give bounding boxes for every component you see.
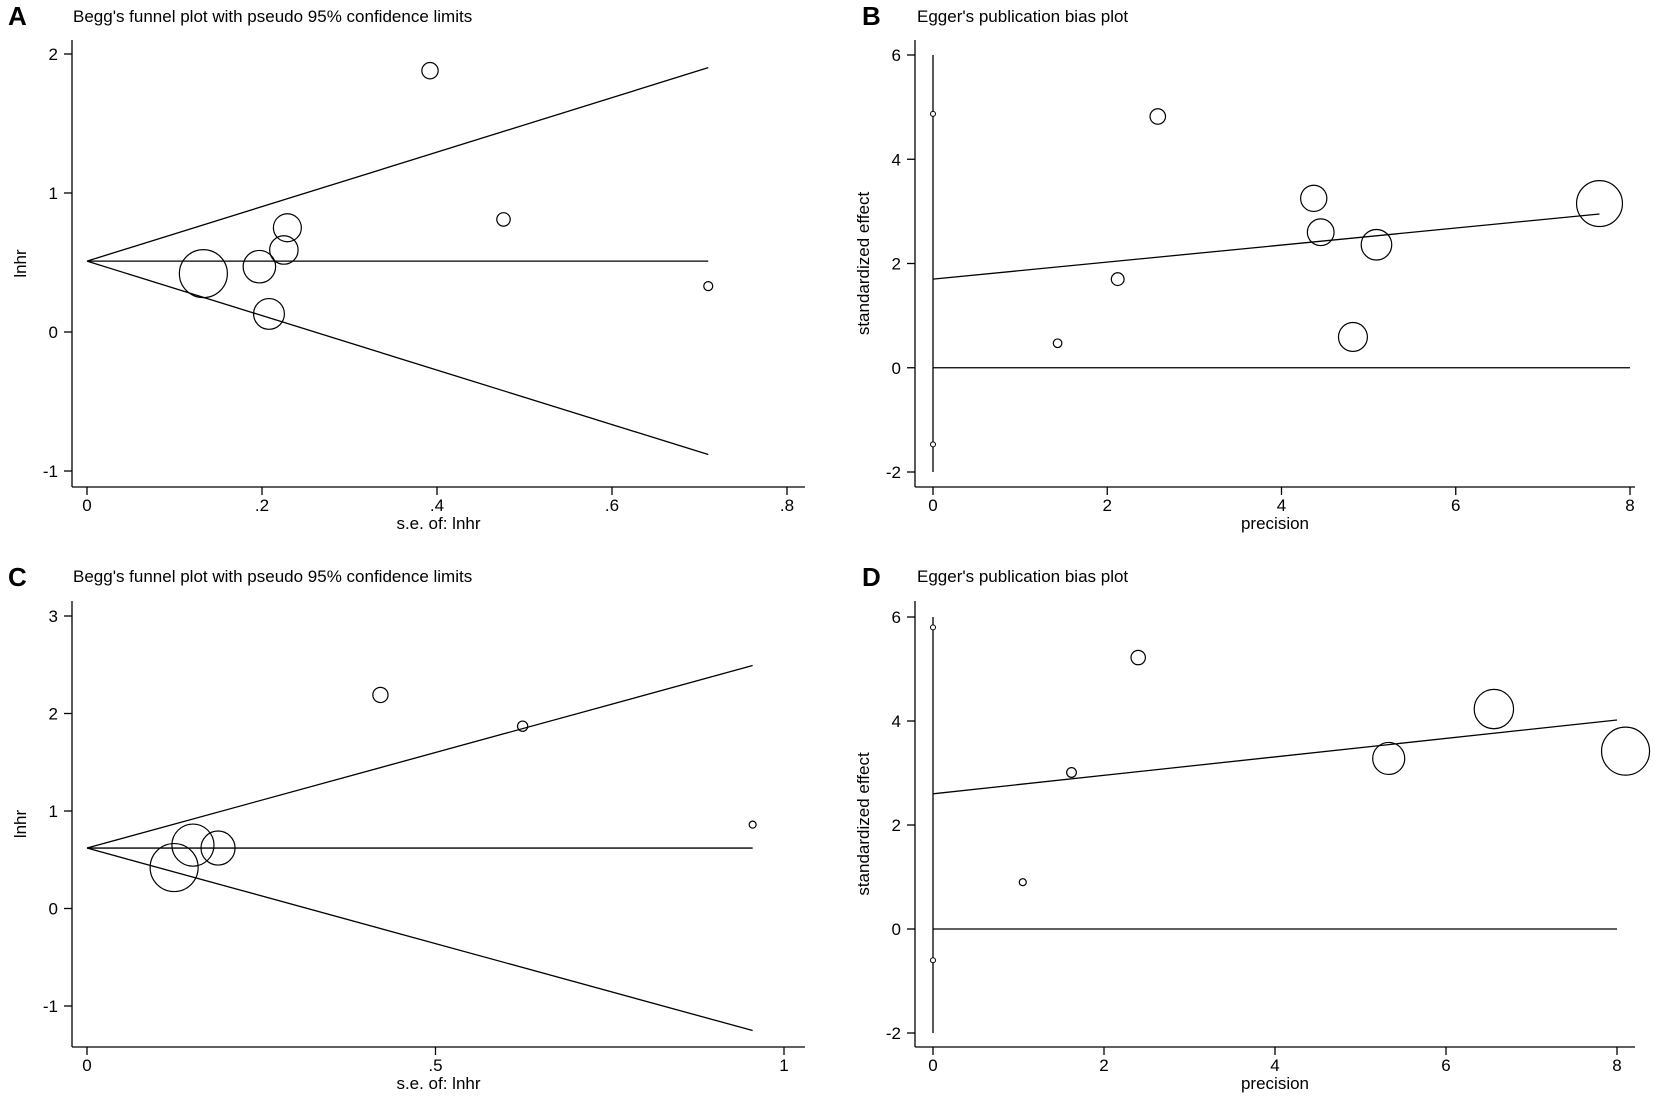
upper-confidence-limit xyxy=(86,664,753,849)
x-tick-label: 2 xyxy=(1103,496,1112,515)
x-tick-label: 0 xyxy=(82,496,91,515)
x-tick-label: 4 xyxy=(1277,496,1286,515)
panel-c: C Begg's funnel plot with pseudo 95% conf… xyxy=(8,562,805,1093)
x-tick-label: 6 xyxy=(1441,1056,1450,1075)
study-marker xyxy=(1149,108,1167,125)
regression-line xyxy=(932,719,1618,795)
x-tick-label: 6 xyxy=(1451,496,1460,515)
y-tick-label: 2 xyxy=(49,45,58,64)
y-tick-label: 0 xyxy=(49,900,58,919)
study-marker xyxy=(1306,218,1335,247)
study-marker xyxy=(1110,272,1125,287)
y-tick-label: 6 xyxy=(892,608,901,627)
study-marker xyxy=(1052,338,1063,349)
study-marker xyxy=(703,281,714,292)
y-tick-label: 2 xyxy=(892,255,901,274)
x-tick-label: .5 xyxy=(428,1056,442,1075)
x-tick-label: 1 xyxy=(779,1056,788,1075)
x-axis-title: precision xyxy=(1241,514,1309,533)
study-marker xyxy=(421,61,439,80)
y-tick-label: 0 xyxy=(49,323,58,342)
study-marker xyxy=(1575,180,1624,228)
x-tick-label: 0 xyxy=(928,496,937,515)
y-tick-label: 0 xyxy=(892,359,901,378)
y-axis-title: lnhr xyxy=(11,809,30,838)
x-tick-label: 2 xyxy=(1099,1056,1108,1075)
study-marker xyxy=(171,823,215,867)
study-marker xyxy=(1473,688,1515,730)
y-tick-label: 2 xyxy=(892,816,901,835)
regression-line xyxy=(932,213,1600,280)
study-marker xyxy=(1300,184,1328,213)
study-marker xyxy=(149,842,199,893)
x-tick-label: .2 xyxy=(255,496,269,515)
panel-letter: A xyxy=(8,1,27,31)
x-tick-label: .4 xyxy=(430,496,444,515)
study-marker xyxy=(1130,649,1146,666)
study-marker xyxy=(1372,741,1406,776)
y-tick-label: 1 xyxy=(49,184,58,203)
intercept-ci-marker xyxy=(930,957,936,964)
y-tick-label: 0 xyxy=(892,920,901,939)
chart-title: Begg's funnel plot with pseudo 95% confi… xyxy=(73,567,472,586)
lower-confidence-limit xyxy=(86,847,753,1032)
study-marker xyxy=(1018,878,1027,887)
panel-d: D Egger's publication bias plot 0 2 4 6 8 -2 0 2 4… xyxy=(854,562,1651,1093)
intercept-ci-marker xyxy=(930,110,936,117)
y-tick-label: 4 xyxy=(892,150,901,169)
intercept-ci-marker xyxy=(930,624,936,631)
y-tick-label: 2 xyxy=(49,705,58,724)
y-tick-label: 6 xyxy=(892,46,901,65)
lower-confidence-limit xyxy=(86,260,709,456)
y-tick-label: -1 xyxy=(43,997,58,1016)
study-marker xyxy=(748,820,757,829)
study-marker xyxy=(516,720,529,732)
intercept-ci-marker xyxy=(930,441,936,448)
x-axis-title: s.e. of: lnhr xyxy=(396,1074,480,1093)
x-tick-label: 8 xyxy=(1625,496,1634,515)
study-marker xyxy=(269,235,299,265)
x-tick-label: 0 xyxy=(82,1056,91,1075)
x-tick-label: 8 xyxy=(1612,1056,1621,1075)
study-marker xyxy=(253,297,285,330)
y-axis-title: standardized effect xyxy=(854,192,873,336)
study-marker xyxy=(1600,726,1651,776)
study-marker xyxy=(372,686,389,704)
study-marker xyxy=(1066,767,1077,778)
x-axis-title: precision xyxy=(1241,1074,1309,1093)
study-marker xyxy=(272,213,302,243)
chart-title: Egger's publication bias plot xyxy=(917,7,1128,26)
study-marker xyxy=(1360,228,1393,261)
chart-title: Egger's publication bias plot xyxy=(917,567,1128,586)
panel-letter: D xyxy=(862,562,881,592)
x-axis-title: s.e. of: lnhr xyxy=(396,514,480,533)
y-tick-label: 4 xyxy=(892,712,901,731)
y-tick-label: -2 xyxy=(886,463,901,482)
x-tick-label: .8 xyxy=(780,496,794,515)
study-marker xyxy=(242,249,277,284)
study-marker xyxy=(1337,321,1369,353)
chart-title: Begg's funnel plot with pseudo 95% confi… xyxy=(73,7,472,26)
y-tick-label: -1 xyxy=(43,462,58,481)
x-tick-label: .6 xyxy=(605,496,619,515)
y-tick-label: 3 xyxy=(49,607,58,626)
upper-confidence-limit xyxy=(86,67,709,262)
study-marker xyxy=(496,212,511,227)
x-tick-label: 4 xyxy=(1270,1056,1279,1075)
y-tick-label: 1 xyxy=(49,802,58,821)
panel-b: B Egger's publication bias plot 0 2 4 6 8 -2 0 2 4… xyxy=(854,1,1635,533)
y-axis-title: lnhr xyxy=(11,249,30,278)
panel-a: A Begg's funnel plot with pseudo 95% conf… xyxy=(8,1,805,533)
panel-letter: C xyxy=(8,562,27,592)
x-tick-label: 0 xyxy=(928,1056,937,1075)
study-marker xyxy=(178,249,228,299)
study-marker xyxy=(200,830,236,866)
y-tick-label: -2 xyxy=(886,1024,901,1043)
y-axis-title: standardized effect xyxy=(854,752,873,896)
panel-letter: B xyxy=(862,1,881,31)
